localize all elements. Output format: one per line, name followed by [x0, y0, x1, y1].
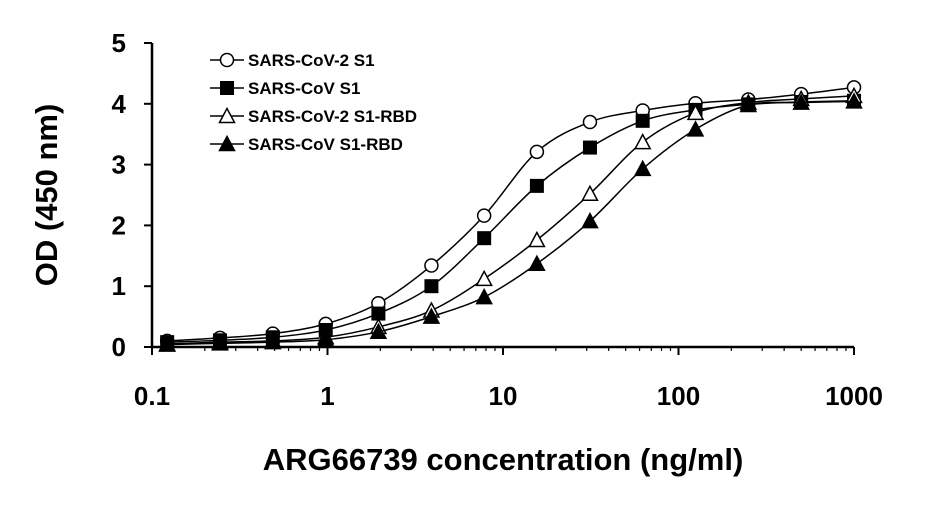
legend-label: SARS-CoV-2 S1 [248, 51, 375, 70]
legend-marker [219, 52, 235, 68]
data-point [424, 279, 439, 294]
data-point [582, 140, 597, 155]
data-point [475, 288, 493, 305]
data-point [424, 258, 439, 273]
axes: 0.1 1 10 100 1000 0 1 2 3 4 5 [112, 28, 883, 411]
data-point [264, 333, 282, 350]
x-axis-title: ARG66739 concentration (ng/ml) [263, 442, 744, 477]
series-2 [160, 93, 861, 350]
legend-marker [220, 81, 234, 95]
x-tick-label: 100 [657, 381, 700, 411]
y-tick-label: 3 [112, 150, 126, 180]
legend: SARS-CoV-2 S1 SARS-CoV S1 SARS-CoV-2 S1-RB… [210, 51, 417, 154]
data-point [316, 330, 335, 347]
legend-label: SARS-CoV S1 [248, 79, 360, 98]
data-point [633, 159, 652, 177]
data-point [739, 95, 758, 113]
data-point [582, 114, 598, 130]
data-point [211, 334, 229, 351]
y-tick-label: 1 [112, 271, 126, 301]
y-ticks: 0 1 2 3 4 5 [112, 28, 152, 362]
legend-entry: SARS-CoV-2 S1 [210, 51, 375, 70]
data-point [845, 92, 863, 109]
data-point [528, 230, 546, 248]
data-point [476, 208, 492, 223]
legend-marker [218, 106, 236, 124]
y-tick-label: 2 [112, 210, 126, 240]
data-point [528, 254, 546, 271]
series-layer [158, 80, 863, 352]
data-point [581, 184, 599, 202]
legend-entry: SARS-CoV S1 [210, 79, 360, 98]
x-tick-label: 1 [320, 381, 334, 411]
data-point [529, 178, 544, 193]
data-point [686, 120, 705, 137]
x-tick-label: 0.1 [134, 381, 170, 411]
y-axis-title: OD (450 nm) [29, 104, 64, 287]
series-line [167, 100, 855, 346]
y-tick-label: 0 [112, 332, 126, 362]
x-ticks: 0.1 1 10 100 1000 [134, 347, 883, 411]
data-point [686, 103, 705, 121]
legend-entry: SARS-CoV-2 S1-RBD [210, 106, 417, 126]
y-tick-label: 4 [112, 89, 127, 119]
series-line [167, 100, 855, 343]
x-tick-label: 1000 [825, 381, 883, 411]
data-point [633, 133, 652, 150]
data-point [635, 113, 650, 128]
data-point [475, 269, 493, 287]
data-point [792, 93, 810, 110]
y-tick-label: 5 [112, 28, 126, 58]
data-point [369, 322, 388, 340]
series-3 [158, 86, 863, 352]
series-line [167, 86, 855, 342]
legend-label: SARS-CoV S1-RBD [248, 135, 403, 154]
data-point [422, 307, 441, 324]
data-point [529, 144, 545, 160]
x-tick-label: 10 [489, 381, 518, 411]
data-point [477, 231, 492, 246]
legend-marker [218, 134, 236, 152]
series-line [167, 95, 855, 345]
data-point [581, 212, 599, 229]
legend-label: SARS-CoV-2 S1-RBD [248, 107, 417, 126]
series-4 [158, 92, 863, 352]
legend-entry: SARS-CoV S1-RBD [210, 134, 403, 154]
data-point [158, 335, 176, 352]
